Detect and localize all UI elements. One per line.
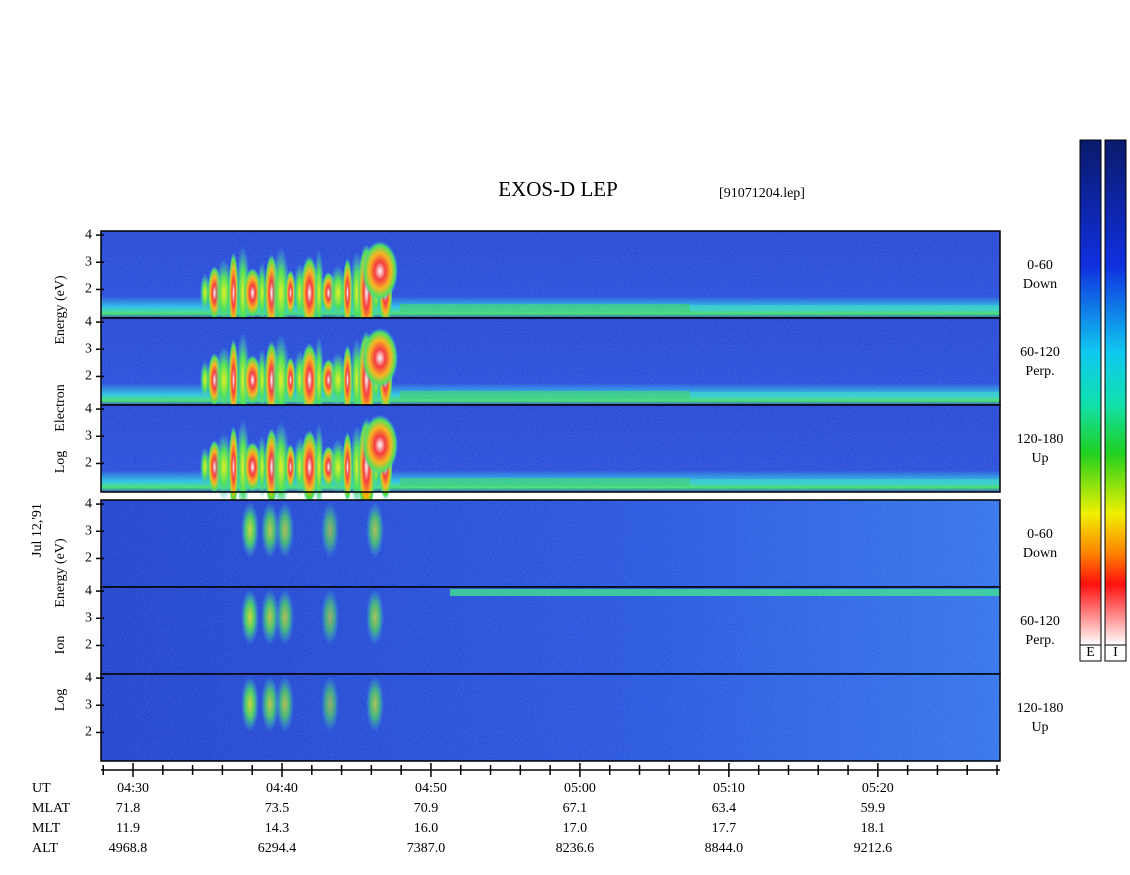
chart-title: EXOS-D LEP (498, 177, 618, 201)
spectrogram-panel (100, 317, 1001, 429)
y-tick-label: 2 (85, 725, 92, 740)
ephemeris-value: 8844.0 (705, 841, 744, 856)
y-tick-label: 3 (85, 341, 92, 356)
y-tick-label: 2 (85, 551, 92, 566)
panel-label: 60-120 (1020, 345, 1060, 360)
ephemeris-label: ALT (32, 841, 58, 856)
y-tick-label: 4 (85, 227, 92, 242)
spectrogram-panel (100, 673, 1001, 762)
ephemeris-value: 18.1 (861, 821, 886, 836)
ephemeris-value: 70.9 (414, 801, 439, 816)
x-tick-label: 04:30 (117, 781, 149, 796)
y-tick-label: 4 (85, 670, 92, 685)
ephemeris-value: 17.7 (712, 821, 737, 836)
ephemeris-value: 6294.4 (258, 841, 297, 856)
noise (101, 231, 1000, 318)
x-tick-label: 05:10 (713, 781, 745, 796)
y-tick-label: 4 (85, 496, 92, 511)
panel-label: Perp. (1025, 633, 1054, 648)
spectrogram-panel (100, 230, 1001, 342)
ephemeris-value: 73.5 (265, 801, 290, 816)
ephemeris-value: 17.0 (563, 821, 588, 836)
color-bar-label: E (1086, 645, 1095, 660)
panel-frame (100, 404, 1001, 493)
color-bar-box (1079, 644, 1102, 662)
ephemeris-value: 67.1 (563, 801, 588, 816)
noise (101, 405, 1000, 492)
panel-frame (100, 673, 1001, 762)
y-axis-label: Energy (eV) (53, 275, 68, 345)
x-tick-label: 04:50 (415, 781, 447, 796)
y-axis-label: Energy (eV) (53, 538, 68, 608)
ephemeris-value: 9212.6 (854, 841, 893, 856)
y-axis-label: Log (53, 451, 68, 474)
y-tick-label: 2 (85, 282, 92, 297)
panel-label: Down (1023, 546, 1057, 561)
color-bar (1104, 139, 1127, 646)
y-axis-label: Log (53, 689, 68, 712)
ephemeris-value: 63.4 (712, 801, 737, 816)
y-axis-label: Ion (53, 636, 68, 655)
panel-label: 0-60 (1027, 258, 1053, 273)
panel-label: 60-120 (1020, 614, 1060, 629)
panel-label: Up (1031, 451, 1048, 466)
ephemeris-label: MLAT (32, 801, 71, 816)
panel-label: Down (1023, 277, 1057, 292)
noise (101, 500, 1000, 587)
panel-label: 120-180 (1017, 432, 1064, 447)
ephemeris-value: 4968.8 (109, 841, 148, 856)
ephemeris-value: 11.9 (116, 821, 140, 836)
date-label: Jul 12,'91 (30, 503, 45, 557)
noise (101, 318, 1000, 405)
y-tick-label: 3 (85, 254, 92, 269)
y-tick-label: 2 (85, 638, 92, 653)
y-tick-label: 3 (85, 610, 92, 625)
x-tick-label: 05:00 (564, 781, 596, 796)
x-tick-label: 04:40 (266, 781, 298, 796)
y-tick-label: 2 (85, 369, 92, 384)
y-tick-label: 4 (85, 314, 92, 329)
y-tick-label: 2 (85, 456, 92, 471)
ephemeris-value: 59.9 (861, 801, 886, 816)
x-tick-label: 05:20 (862, 781, 894, 796)
y-tick-label: 3 (85, 697, 92, 712)
y-axis-label: Electron (53, 384, 68, 431)
ephemeris-label: MLT (32, 821, 61, 836)
noise (101, 587, 1000, 674)
y-tick-label: 4 (85, 583, 92, 598)
color-bar (1079, 139, 1102, 646)
panel-label: Up (1031, 720, 1048, 735)
file-label: [91071204.lep] (719, 186, 805, 201)
ephemeris-value: 7387.0 (407, 841, 446, 856)
y-tick-label: 4 (85, 401, 92, 416)
noise (101, 674, 1000, 761)
ephemeris-value: 16.0 (414, 821, 439, 836)
y-tick-label: 3 (85, 428, 92, 443)
spectrogram-panel (100, 586, 1001, 675)
color-bar-label: I (1113, 645, 1118, 660)
x-row-label: UT (32, 781, 51, 796)
spectrogram-panel (100, 499, 1001, 588)
color-bar-box (1104, 644, 1127, 662)
ephemeris-value: 71.8 (116, 801, 141, 816)
panel-label: 120-180 (1017, 701, 1064, 716)
ephemeris-value: 8236.6 (556, 841, 595, 856)
y-tick-label: 3 (85, 523, 92, 538)
spectrogram-panel (100, 404, 1001, 516)
panel-label: 0-60 (1027, 527, 1053, 542)
ephemeris-value: 14.3 (265, 821, 290, 836)
panel-label: Perp. (1025, 364, 1054, 379)
